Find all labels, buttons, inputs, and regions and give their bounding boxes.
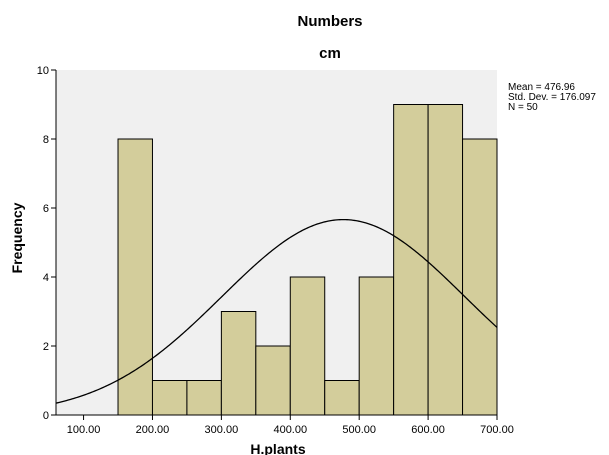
stat-mean: Mean = 476.96 [508, 82, 575, 93]
histogram-bar [220, 311, 257, 416]
stat-n: N = 50 [508, 102, 538, 113]
bars-group [117, 104, 498, 416]
histogram-bar [324, 380, 360, 416]
chart-subtitle: cm [319, 45, 341, 62]
y-tick-label: 6 [43, 203, 49, 215]
histogram-bar [462, 138, 498, 416]
x-tick-label: 700.00 [480, 424, 514, 436]
x-axis-label: H.plants [250, 441, 305, 455]
histogram-bar [255, 345, 291, 416]
y-tick-label: 10 [37, 65, 49, 77]
histogram-bar [117, 138, 153, 416]
y-tick-label: 8 [43, 134, 49, 146]
axes-group: 0 2 4 6 8 10 100.00 200.00 300.00 400.00 500.00 600… [37, 65, 514, 436]
normal-curve [56, 218, 497, 404]
y-tick-label: 2 [43, 341, 49, 353]
x-tick-label: 300.00 [205, 424, 239, 436]
x-tick-label: 400.00 [273, 424, 307, 436]
histogram-bar [427, 104, 464, 416]
histogram-bar [186, 380, 222, 416]
stat-std-dev: Std. Dev. = 176.097 [508, 92, 596, 103]
x-tick-label: 500.00 [342, 424, 376, 436]
x-tick-label: 200.00 [136, 424, 170, 436]
histogram-bar [289, 276, 326, 416]
x-tick-label: 100.00 [67, 424, 101, 436]
x-tick-label: 600.00 [411, 424, 445, 436]
chart-title: Numbers [297, 13, 362, 30]
histogram-bar [393, 104, 429, 416]
y-tick-label: 0 [43, 410, 49, 422]
histogram-bar [358, 276, 395, 416]
y-axis-label: Frequency [9, 202, 25, 273]
y-tick-label: 4 [43, 272, 49, 284]
histogram-bar [151, 380, 188, 416]
